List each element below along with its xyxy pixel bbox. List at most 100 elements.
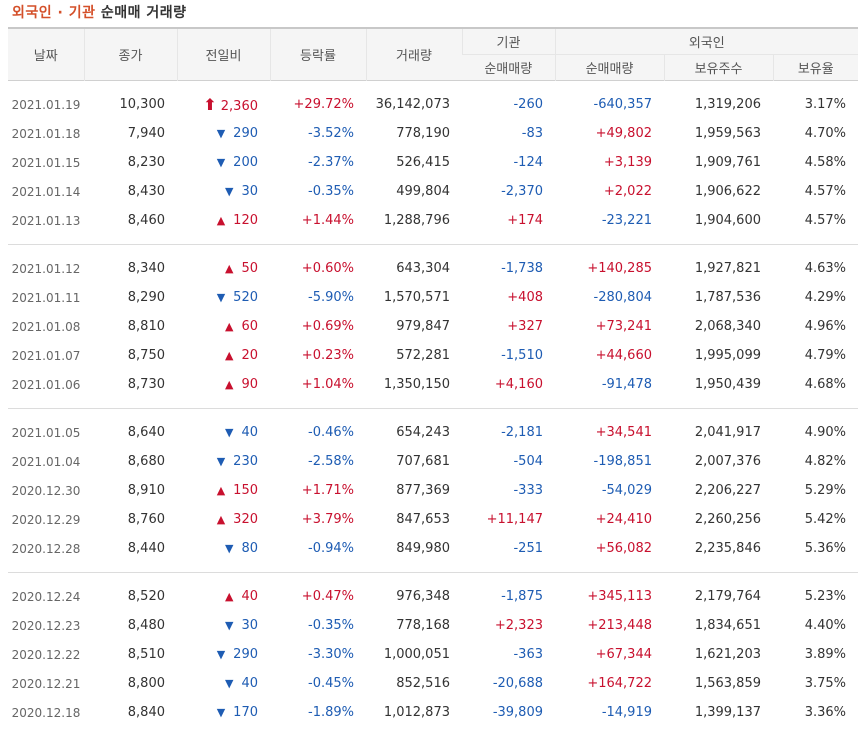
volume-cell: 1,350,150 [383, 377, 450, 392]
foreign-ratio-cell: 3.89% [804, 647, 847, 662]
table-body: 2021.01.19 10,300 ⬆ 2,360 +29.72% 36,142,073 -… [8, 81, 859, 728]
down-triangle-icon: ▼ [216, 648, 226, 661]
change-value: 90 [241, 377, 258, 392]
inst-net-cell: -124 [513, 155, 543, 170]
foreign-hold-cell: 1,563,859 [694, 676, 761, 691]
table-row: 2020.12.23 8,480 ▼ 30 -0.35% 778,168 +2,323 +21… [8, 611, 858, 640]
foreign-hold-cell: 2,041,917 [694, 425, 761, 440]
upper-limit-arrow-icon: ⬆ [203, 95, 217, 114]
gap-cell [8, 235, 858, 245]
header-rate: 등락률 [269, 28, 366, 81]
table-row: 2021.01.18 7,940 ▼ 290 -3.52% 778,190 -83 +49,8… [8, 119, 858, 148]
foreign-ratio-cell: 4.40% [804, 618, 847, 633]
date-cell: 2021.01.15 [11, 155, 81, 170]
down-triangle-icon: ▼ [224, 426, 234, 439]
rate-cell: +3.79% [301, 512, 354, 527]
date-cell: 2021.01.13 [11, 213, 81, 228]
volume-cell: 499,804 [396, 184, 450, 199]
foreign-hold-cell: 1,787,536 [694, 290, 761, 305]
foreign-net-cell: +164,722 [587, 676, 652, 691]
foreign-net-cell: +140,285 [587, 261, 652, 276]
inst-net-cell: -333 [513, 483, 543, 498]
volume-cell: 849,980 [396, 541, 450, 556]
foreign-net-cell: +345,113 [587, 589, 652, 604]
volume-cell: 526,415 [396, 155, 450, 170]
close-cell: 7,940 [127, 126, 165, 141]
change-value: 80 [241, 541, 258, 556]
close-cell: 8,440 [127, 541, 165, 556]
foreign-hold-cell: 1,399,137 [694, 705, 761, 720]
inst-net-cell: -1,738 [501, 261, 543, 276]
table-row: 2021.01.13 8,460 ▲ 120 +1.44% 1,288,796 +174 -2… [8, 206, 858, 235]
close-cell: 8,340 [127, 261, 165, 276]
foreign-net-cell: -23,221 [601, 213, 652, 228]
table-row: 2021.01.15 8,230 ▼ 200 -2.37% 526,415 -124 +3,1… [8, 148, 858, 177]
foreign-net-cell: +213,448 [587, 618, 652, 633]
volume-cell: 877,369 [396, 483, 450, 498]
foreign-ratio-cell: 4.70% [804, 126, 847, 141]
foreign-ratio-cell: 4.90% [804, 425, 847, 440]
date-cell: 2021.01.04 [11, 454, 81, 469]
rate-cell: +0.23% [301, 348, 354, 363]
change-value: 230 [233, 454, 258, 469]
header-date: 날짜 [8, 28, 84, 81]
volume-cell: 778,168 [396, 618, 450, 633]
inst-net-cell: +174 [507, 213, 543, 228]
foreign-ratio-cell: 3.75% [804, 676, 847, 691]
inst-net-cell: -1,875 [501, 589, 543, 604]
table-row: 2021.01.04 8,680 ▼ 230 -2.58% 707,681 -504 -198… [8, 447, 858, 476]
foreign-hold-cell: 1,319,206 [694, 97, 761, 112]
volume-cell: 1,000,051 [383, 647, 450, 662]
foreign-ratio-cell: 4.58% [804, 155, 847, 170]
volume-cell: 847,653 [396, 512, 450, 527]
change-cell: ▲ 90 [177, 370, 270, 399]
up-triangle-icon: ▲ [216, 513, 226, 526]
volume-cell: 572,281 [396, 348, 450, 363]
change-value: 200 [233, 155, 258, 170]
rate-cell: +29.72% [293, 97, 354, 112]
foreign-ratio-cell: 5.23% [804, 589, 847, 604]
title-rest: 순매매 거래량 [100, 5, 187, 21]
date-cell: 2021.01.19 [11, 97, 81, 112]
rate-cell: -2.58% [308, 454, 354, 469]
inst-net-cell: -2,181 [501, 425, 543, 440]
date-cell: 2020.12.30 [11, 483, 81, 498]
down-triangle-icon: ▼ [216, 291, 226, 304]
change-value: 290 [233, 647, 258, 662]
foreign-ratio-cell: 4.63% [804, 261, 847, 276]
date-cell: 2021.01.06 [11, 377, 81, 392]
header-foreign-hold: 보유주수 [663, 54, 773, 81]
up-triangle-icon: ▲ [224, 590, 234, 603]
change-cell: ▲ 40 [177, 582, 270, 611]
volume-cell: 979,847 [396, 319, 450, 334]
trading-table: 날짜 종가 전일비 등락률 거래량 기관 외국인 순매매량 순매매량 보유주수 … [8, 27, 859, 728]
close-cell: 8,510 [127, 647, 165, 662]
group-gap [8, 563, 858, 573]
date-cell: 2020.12.18 [11, 705, 81, 720]
foreign-hold-cell: 2,260,256 [694, 512, 761, 527]
group-separator [8, 244, 859, 245]
change-cell: ▼ 80 [177, 534, 270, 563]
foreign-ratio-cell: 4.57% [804, 184, 847, 199]
inst-net-cell: +4,160 [494, 377, 543, 392]
volume-cell: 654,243 [396, 425, 450, 440]
rate-cell: -0.35% [308, 618, 354, 633]
inst-net-cell: -39,809 [492, 705, 543, 720]
change-cell: ▼ 40 [177, 669, 270, 698]
change-value: 40 [241, 676, 258, 691]
down-triangle-icon: ▼ [224, 185, 234, 198]
change-cell: ▼ 40 [177, 418, 270, 447]
inst-net-cell: +11,147 [486, 512, 543, 527]
rate-cell: +0.60% [301, 261, 354, 276]
date-cell: 2020.12.24 [11, 589, 81, 604]
foreign-hold-cell: 2,068,340 [694, 319, 761, 334]
foreign-net-cell: -640,357 [593, 97, 652, 112]
foreign-hold-cell: 1,959,563 [694, 126, 761, 141]
change-value: 20 [241, 348, 258, 363]
date-cell: 2020.12.22 [11, 647, 81, 662]
inst-net-cell: -83 [521, 126, 543, 141]
down-triangle-icon: ▼ [216, 156, 226, 169]
gap-cell [8, 399, 858, 409]
foreign-ratio-cell: 4.68% [804, 377, 847, 392]
foreign-hold-cell: 1,950,439 [694, 377, 761, 392]
